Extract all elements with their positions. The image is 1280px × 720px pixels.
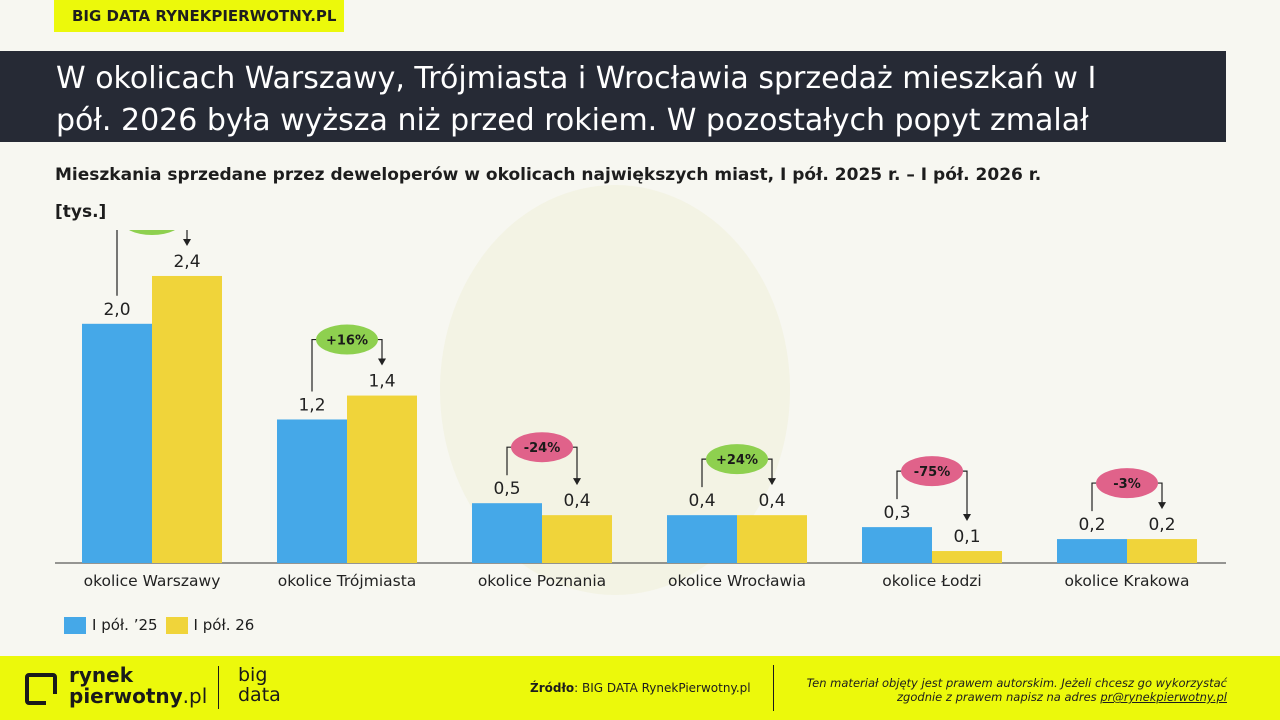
legend-label-2025: I pół. ’25: [92, 616, 158, 634]
copyright-note: Ten materiał objęty jest prawem autorski…: [767, 676, 1227, 704]
data-label-2026-3: 0,4: [758, 491, 785, 511]
change-arrow-5: [1158, 502, 1166, 510]
bar-2026-2: [542, 515, 612, 563]
source-text: : BIG DATA RynekPierwotny.pl: [574, 681, 751, 695]
bar-2025-1: [277, 419, 347, 563]
logo-name: pierwotny: [69, 684, 183, 708]
data-label-2025-5: 0,2: [1078, 515, 1105, 535]
rynekpierwotny-logo-icon: [25, 673, 57, 705]
category-label-0: okolice Warszawy: [84, 572, 221, 590]
bar-2025-4: [862, 527, 932, 563]
change-arrow-4: [963, 514, 971, 522]
change-badge-1: [316, 324, 378, 355]
data-label-2026-2: 0,4: [563, 491, 590, 511]
copyright-line-1: Ten materiał objęty jest prawem autorski…: [806, 676, 1227, 690]
bar-2025-0: [82, 323, 152, 563]
title-line-1: W okolicach Warszawy, Trójmiasta i Wrocł…: [56, 61, 1097, 96]
bigdata-logo[interactable]: big data: [238, 665, 281, 705]
change-badge-0: [128, 230, 176, 235]
brand-tag: BIG DATA RYNEKPIERWOTNY.PL: [54, 0, 344, 32]
bar-2025-5: [1057, 539, 1127, 563]
data-label-2025-4: 0,3: [883, 503, 910, 523]
change-arrow-1: [378, 358, 386, 366]
data-label-2026-4: 0,1: [953, 527, 980, 547]
legend-item-2025: I pół. ’25: [64, 616, 158, 634]
change-arrow-2: [573, 478, 581, 486]
category-label-4: okolice Łodzi: [882, 572, 981, 590]
change-badge-2: [511, 432, 573, 463]
data-label-2025-0: 2,0: [103, 300, 130, 320]
change-badge-label-3: +24%: [716, 453, 758, 468]
copyright-line-2: zgodnie z prawem napisz na adres pr@ryne…: [767, 690, 1227, 704]
bar-2026-4: [932, 551, 1002, 563]
bar-2026-0: [152, 275, 222, 563]
legend-swatch-2025: [64, 616, 86, 634]
logo-line-2: pierwotny.pl: [69, 686, 207, 707]
change-badge-label-2: -24%: [524, 441, 561, 456]
data-label-2026-5: 0,2: [1148, 515, 1175, 535]
category-label-5: okolice Krakowa: [1064, 572, 1189, 590]
chart-legend: I pół. ’25 I pół. 26: [64, 616, 262, 634]
change-arrow-0: [183, 238, 191, 246]
change-badge-label-4: -75%: [914, 465, 951, 480]
bigdata-line-2: data: [238, 684, 281, 706]
logo-line-1: rynek: [69, 663, 134, 687]
category-label-1: okolice Trójmiasta: [278, 572, 417, 590]
data-label-2025-2: 0,5: [493, 479, 520, 499]
data-label-2026-0: 2,4: [173, 252, 200, 272]
change-badge-5: [1096, 468, 1158, 499]
legend-item-2026: I pół. 26: [165, 616, 255, 634]
change-badge-label-1: +16%: [326, 334, 368, 349]
category-label-3: okolice Wrocławia: [668, 572, 806, 590]
data-label-2025-1: 1,2: [298, 395, 325, 415]
legend-swatch-2026: [165, 616, 188, 634]
data-label-2026-1: 1,4: [368, 372, 395, 392]
chart-subtitle: Mieszkania sprzedane przez deweloperów w…: [55, 165, 1042, 185]
source-note: Źródło: BIG DATA RynekPierwotny.pl: [530, 681, 751, 695]
change-badge-4: [901, 456, 963, 487]
change-bracket-0: [116, 230, 188, 296]
copyright-text: zgodnie z prawem napisz na adres: [897, 690, 1101, 704]
chart-unit: [tys.]: [55, 202, 107, 222]
rynekpierwotny-logo[interactable]: rynek pierwotny.pl: [69, 665, 207, 707]
change-badge-3: [706, 444, 768, 475]
change-badge-label-5: -3%: [1113, 477, 1140, 492]
footer-divider-2: [773, 665, 774, 711]
logo-suffix: .pl: [182, 684, 208, 708]
bar-2025-3: [667, 515, 737, 563]
legend-label-2026: I pół. 26: [193, 616, 255, 634]
source-label: Źródło: [530, 681, 575, 695]
category-label-2: okolice Poznania: [478, 572, 606, 590]
change-arrow-3: [768, 478, 776, 486]
bar-2025-2: [472, 503, 542, 563]
bar-2026-1: [347, 395, 417, 563]
bar-2026-5: [1127, 539, 1197, 563]
footer: rynek pierwotny.pl big data Źródło: BIG …: [0, 656, 1280, 720]
page-title: W okolicach Warszawy, Trójmiasta i Wrocł…: [0, 51, 1226, 142]
title-line-2: pół. 2026 była wyższa niż przed rokiem. …: [56, 103, 1089, 138]
bigdata-line-1: big: [238, 664, 268, 686]
data-label-2025-3: 0,4: [688, 491, 715, 511]
bar-2026-3: [737, 515, 807, 563]
footer-divider-1: [218, 666, 219, 709]
copyright-email-link[interactable]: pr@rynekpierwotny.pl: [1100, 690, 1227, 704]
